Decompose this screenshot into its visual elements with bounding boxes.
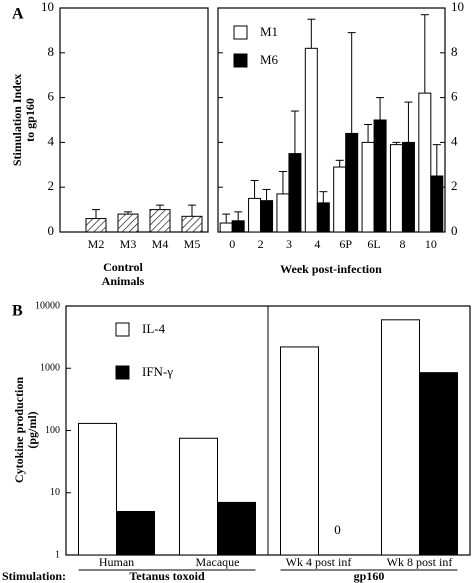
legend-swatch bbox=[115, 322, 130, 337]
x-tick-label: 6L bbox=[367, 237, 380, 251]
y-tick-label: 6 bbox=[48, 89, 55, 104]
bar bbox=[117, 213, 139, 233]
y-tick-label: 4 bbox=[451, 133, 458, 148]
bar bbox=[219, 222, 233, 233]
bar bbox=[304, 47, 318, 233]
y-axis-label: Stimulation Index bbox=[10, 74, 24, 166]
x-tick-label: 0 bbox=[229, 237, 235, 251]
x-tick-label: M2 bbox=[88, 237, 105, 251]
x-tick-label: 4 bbox=[314, 237, 320, 251]
y-tick-label: 1 bbox=[55, 549, 60, 560]
x-axis-label: Control bbox=[103, 260, 143, 274]
y-tick-label: 2 bbox=[451, 178, 458, 193]
x-tick-label: M4 bbox=[152, 237, 169, 251]
y-tick-label: 100 bbox=[45, 425, 60, 436]
bar bbox=[217, 501, 256, 556]
stimulation-label: Stimulation: bbox=[2, 569, 66, 583]
bar bbox=[85, 218, 107, 233]
y-tick-label: 10 bbox=[50, 487, 60, 498]
x-tick-label: 10 bbox=[425, 237, 437, 251]
panel-label: B bbox=[12, 303, 23, 320]
legend-label: IFN-γ bbox=[142, 364, 173, 379]
bar bbox=[78, 422, 117, 556]
bar bbox=[373, 119, 387, 233]
plot-frame bbox=[59, 7, 209, 233]
x-tick-label: Macaque bbox=[196, 555, 240, 569]
value-label: 0 bbox=[334, 522, 341, 537]
y-tick-label: 1000 bbox=[40, 363, 60, 374]
x-tick-label: M5 bbox=[184, 237, 201, 251]
group-label: gp160 bbox=[354, 569, 385, 583]
bar bbox=[288, 153, 302, 233]
plot-frame bbox=[217, 7, 446, 233]
bar bbox=[280, 346, 319, 556]
y-tick-label: 10 bbox=[451, 0, 464, 14]
legend-swatch bbox=[233, 25, 248, 40]
bar bbox=[149, 209, 171, 233]
y-tick-label: 0 bbox=[48, 223, 55, 238]
bar bbox=[260, 200, 274, 233]
y-tick-label: 10000 bbox=[35, 300, 60, 311]
bar bbox=[419, 372, 458, 556]
group-label: Tetanus toxoid bbox=[129, 569, 205, 583]
legend-label: M1 bbox=[260, 24, 278, 39]
y-tick-label: 8 bbox=[451, 44, 458, 59]
legend-swatch bbox=[233, 53, 248, 68]
x-tick-label: Wk 8 post inf bbox=[387, 555, 453, 569]
legend-label: M6 bbox=[260, 52, 279, 67]
bar bbox=[381, 319, 420, 556]
y-tick-label: 10 bbox=[41, 0, 54, 14]
panel-label: A bbox=[12, 6, 24, 23]
x-tick-label: 3 bbox=[286, 237, 292, 251]
x-tick-label: M3 bbox=[120, 237, 137, 251]
bar bbox=[333, 166, 347, 233]
y-tick-label: 4 bbox=[48, 133, 55, 148]
x-axis-label: Week post-infection bbox=[280, 262, 382, 276]
bar bbox=[430, 175, 444, 233]
legend-swatch bbox=[115, 365, 130, 380]
bar bbox=[316, 202, 330, 233]
x-tick-label: Wk 4 post inf bbox=[286, 555, 352, 569]
bar bbox=[418, 92, 432, 233]
legend-label: IL-4 bbox=[142, 321, 166, 336]
bar bbox=[179, 437, 218, 556]
bar bbox=[276, 193, 290, 233]
y-tick-label: 8 bbox=[48, 44, 55, 59]
bar bbox=[116, 510, 155, 556]
bar bbox=[231, 220, 245, 233]
bar bbox=[181, 215, 203, 233]
y-axis-label: (pg/ml) bbox=[25, 411, 39, 448]
bar bbox=[248, 197, 262, 233]
x-axis-label: Animals bbox=[102, 274, 145, 288]
bar bbox=[401, 141, 415, 233]
x-tick-label: 2 bbox=[258, 237, 264, 251]
y-tick-label: 6 bbox=[451, 89, 458, 104]
x-tick-label: Human bbox=[99, 555, 134, 569]
bar bbox=[361, 141, 375, 233]
y-axis-label: to gp160 bbox=[23, 98, 37, 142]
bar bbox=[345, 132, 359, 233]
x-tick-label: 6P bbox=[339, 237, 352, 251]
bar bbox=[389, 144, 403, 233]
y-axis-label: Cytokine production bbox=[12, 377, 26, 483]
y-tick-label: 0 bbox=[451, 223, 458, 238]
y-tick-label: 2 bbox=[48, 178, 55, 193]
x-tick-label: 8 bbox=[399, 237, 405, 251]
